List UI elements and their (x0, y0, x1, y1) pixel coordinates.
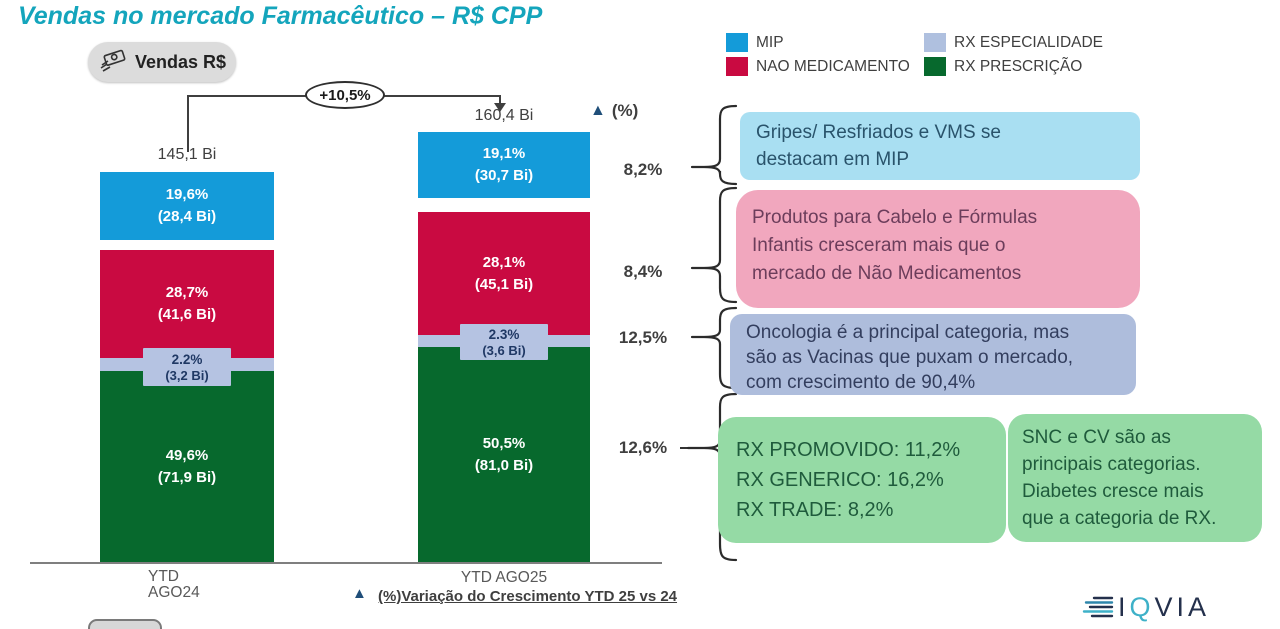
banknote-icon (98, 49, 128, 75)
brace-rx-especialidade (690, 306, 738, 390)
segment-pct: 50,5% (482, 435, 526, 452)
segment-pct: 19,1% (482, 145, 526, 162)
legend-swatch-nao-medicamento (726, 57, 748, 76)
arrow-line-vertical-left (187, 95, 189, 152)
triangle-up-icon: ▲ (590, 102, 606, 119)
bar1-total: 145,1 Bi (157, 146, 217, 163)
triangle-up-icon: ▲ (352, 585, 367, 602)
annotation-rx-prescricao-categories: SNC e CV são as principais categorias. D… (1008, 414, 1262, 542)
segment-mip: 19,1% (30,7 Bi) (418, 132, 590, 198)
segment-pct: 28,1% (482, 253, 526, 271)
legend-item-nao-medicamento: NAO MEDICAMENTO (726, 57, 910, 76)
sales-badge: Vendas R$ (88, 42, 236, 82)
annotation-mip: Gripes/ Resfriados e VMS se destacam em … (740, 112, 1140, 180)
annotation-rx-prescricao-breakdown: RX PROMOVIDO: 11,2% RX GENERICO: 16,2% R… (718, 417, 1006, 543)
segment-value: (45,1 Bi) (474, 275, 534, 293)
bar1-rx-especialidade-label: 2.2% (3,2 Bi) (143, 348, 231, 386)
legend-label: NAO MEDICAMENTO (756, 57, 910, 75)
segment-value: (30,7 Bi) (474, 167, 534, 184)
annotation-nao-medicamento: Produtos para Cabelo e Fórmulas Infantis… (736, 190, 1140, 308)
page-title: Vendas no mercado Farmacêutico – R$ CPP (18, 2, 543, 30)
segment-value: (41,6 Bi) (157, 306, 217, 323)
arrow-head-icon (494, 103, 506, 112)
delta-header-label: (%) (611, 101, 639, 120)
legend-label: RX ESPECIALIDADE (954, 33, 1104, 51)
x-axis-line (30, 562, 662, 564)
footnote: (%)Variação do Crescimento YTD 25 vs 24 (378, 588, 678, 605)
growth-mip: 8,2% (623, 160, 663, 179)
segment-value: (81,0 Bi) (474, 457, 534, 474)
legend-swatch-rx-especialidade (924, 33, 946, 52)
growth-nao-medicamento: 8,4% (623, 262, 663, 281)
brace-mip (690, 104, 738, 186)
bar-ytd-ago25: 19,1% (30,7 Bi) 28,1% (45,1 Bi) 50,5% (8… (418, 132, 590, 563)
segment-pct: 2.2% (171, 351, 203, 367)
legend-label: MIP (756, 33, 784, 51)
iqvia-lines-icon (1082, 596, 1114, 617)
segment-mip: 19,6% (28,4 Bi) (100, 172, 274, 240)
legend-swatch-mip (726, 33, 748, 52)
segment-value: (3,2 Bi) (165, 367, 209, 383)
brace-nao-medicamento (690, 186, 738, 304)
x-label-ytd-ago24: YTD AGO24 (148, 568, 200, 601)
segment-pct: 19,6% (165, 186, 209, 203)
segment-pct: 28,7% (165, 284, 209, 301)
delta-header: ▲ (%) (590, 101, 638, 121)
segment-nao-medicamento: 28,7% (41,6 Bi) (100, 250, 274, 358)
segment-rx-prescricao: 49,6% (71,9 Bi) (100, 371, 274, 563)
legend-swatch-rx-prescricao (924, 57, 946, 76)
segment-pct: 2.3% (488, 326, 520, 342)
segment-gap (418, 198, 590, 212)
sales-badge-label: Vendas R$ (134, 51, 227, 72)
legend-item-rx-prescricao: RX PRESCRIÇÃO (924, 57, 1082, 76)
bar2-rx-especialidade-label: 2.3% (3,6 Bi) (460, 324, 548, 360)
growth-rx-especialidade: 12,5% (618, 328, 668, 347)
segment-rx-prescricao: 50,5% (81,0 Bi) (418, 347, 590, 563)
segment-value: (71,9 Bi) (157, 469, 217, 486)
total-growth-callout: +10,5% (305, 81, 385, 109)
iqvia-logo: IQVIA (1080, 592, 1210, 623)
arrow-line-vertical-right (499, 95, 501, 105)
iqvia-wordmark: IQVIA (1118, 592, 1211, 622)
x-label-ytd-ago25: YTD AGO25 (460, 569, 548, 586)
brace-rx-prescricao (686, 392, 738, 562)
growth-rx-prescricao: 12,6% (618, 438, 668, 457)
annotation-rx-especialidade: Oncologia é a principal categoria, mas s… (730, 314, 1136, 395)
legend-item-mip: MIP (726, 33, 784, 52)
segment-value: (28,4 Bi) (157, 208, 217, 225)
legend-label: RX PRESCRIÇÃO (954, 57, 1083, 75)
segment-value: (3,6 Bi) (482, 342, 526, 358)
partial-badge (88, 619, 162, 629)
bar2-total: 160,4 Bi (474, 107, 534, 124)
legend-item-rx-especialidade: RX ESPECIALIDADE (924, 33, 1103, 52)
segment-pct: 49,6% (165, 447, 209, 464)
segment-nao-medicamento: 28,1% (45,1 Bi) (418, 212, 590, 335)
segment-gap (100, 240, 274, 250)
